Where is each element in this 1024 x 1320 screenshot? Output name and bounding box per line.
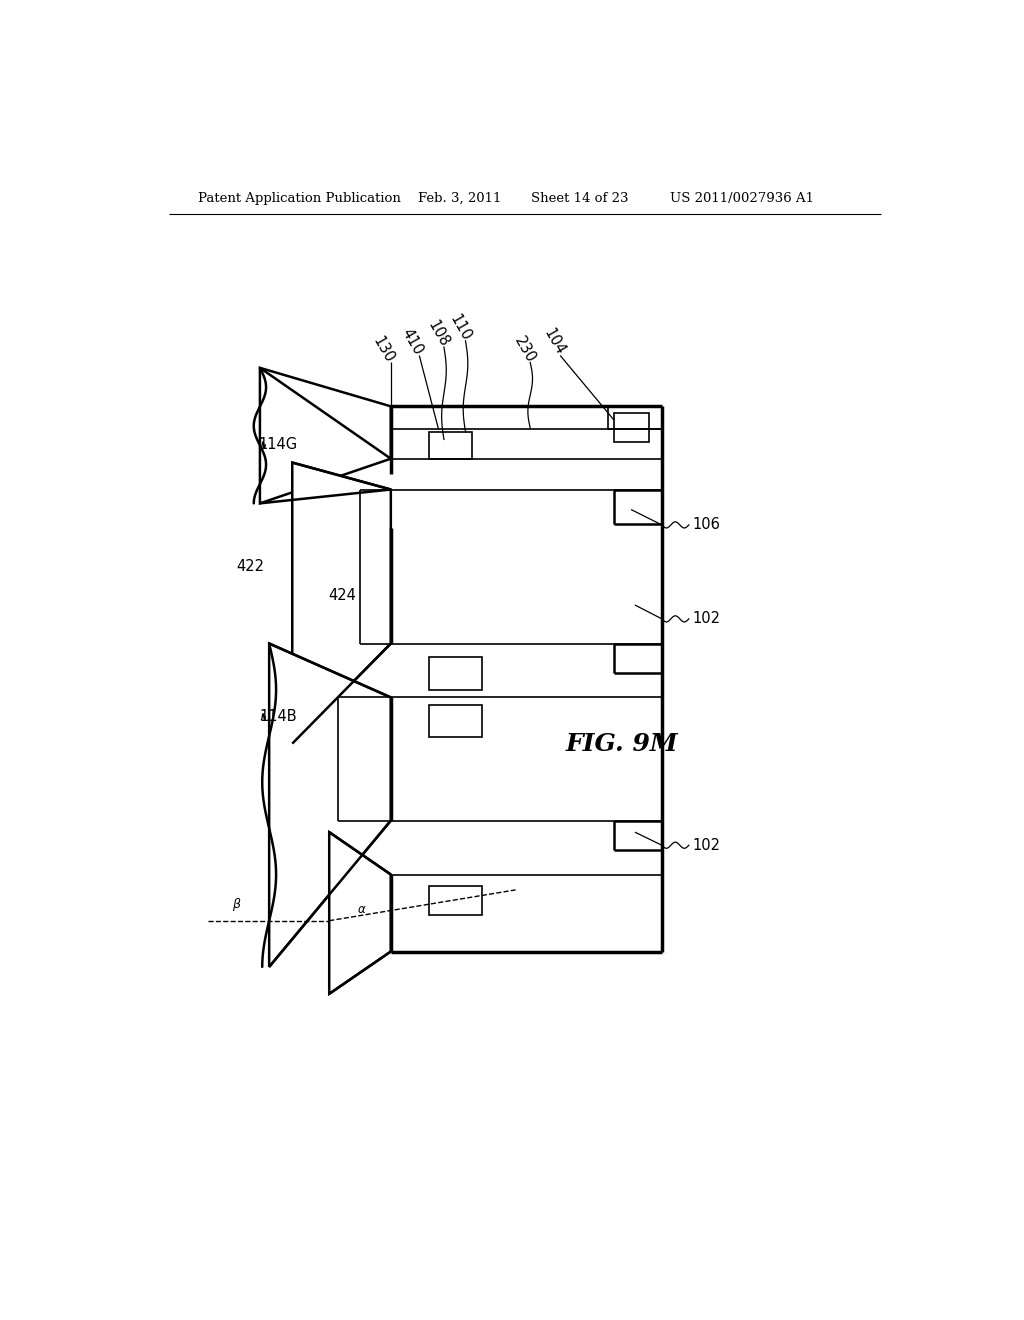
Text: 230: 230 [511, 334, 539, 366]
Text: $\beta$: $\beta$ [232, 896, 242, 913]
Text: Patent Application Publication: Patent Application Publication [199, 191, 401, 205]
Text: 110: 110 [446, 312, 473, 343]
Text: $\alpha$: $\alpha$ [356, 903, 367, 916]
Bar [429, 657, 481, 689]
Text: Feb. 3, 2011: Feb. 3, 2011 [418, 191, 501, 205]
Polygon shape [269, 644, 391, 966]
Text: 106: 106 [692, 517, 721, 532]
Bar [429, 705, 481, 738]
Polygon shape [260, 368, 391, 503]
Text: 102: 102 [692, 838, 721, 853]
Polygon shape [292, 462, 391, 743]
Text: 102: 102 [692, 611, 721, 627]
Text: US 2011/0027936 A1: US 2011/0027936 A1 [670, 191, 813, 205]
Text: 130: 130 [370, 334, 396, 366]
Text: FIG. 9M: FIG. 9M [565, 731, 678, 755]
Bar [614, 412, 649, 442]
Polygon shape [330, 832, 391, 994]
Text: 422: 422 [236, 558, 264, 574]
Text: 108: 108 [425, 318, 452, 350]
Text: 424: 424 [329, 589, 356, 603]
Bar [429, 432, 472, 459]
Text: Sheet 14 of 23: Sheet 14 of 23 [531, 191, 629, 205]
Text: 410: 410 [399, 326, 426, 358]
Bar [429, 886, 481, 915]
Text: 114B: 114B [260, 709, 297, 725]
Text: 104: 104 [541, 326, 567, 358]
Text: 114G: 114G [259, 437, 298, 453]
